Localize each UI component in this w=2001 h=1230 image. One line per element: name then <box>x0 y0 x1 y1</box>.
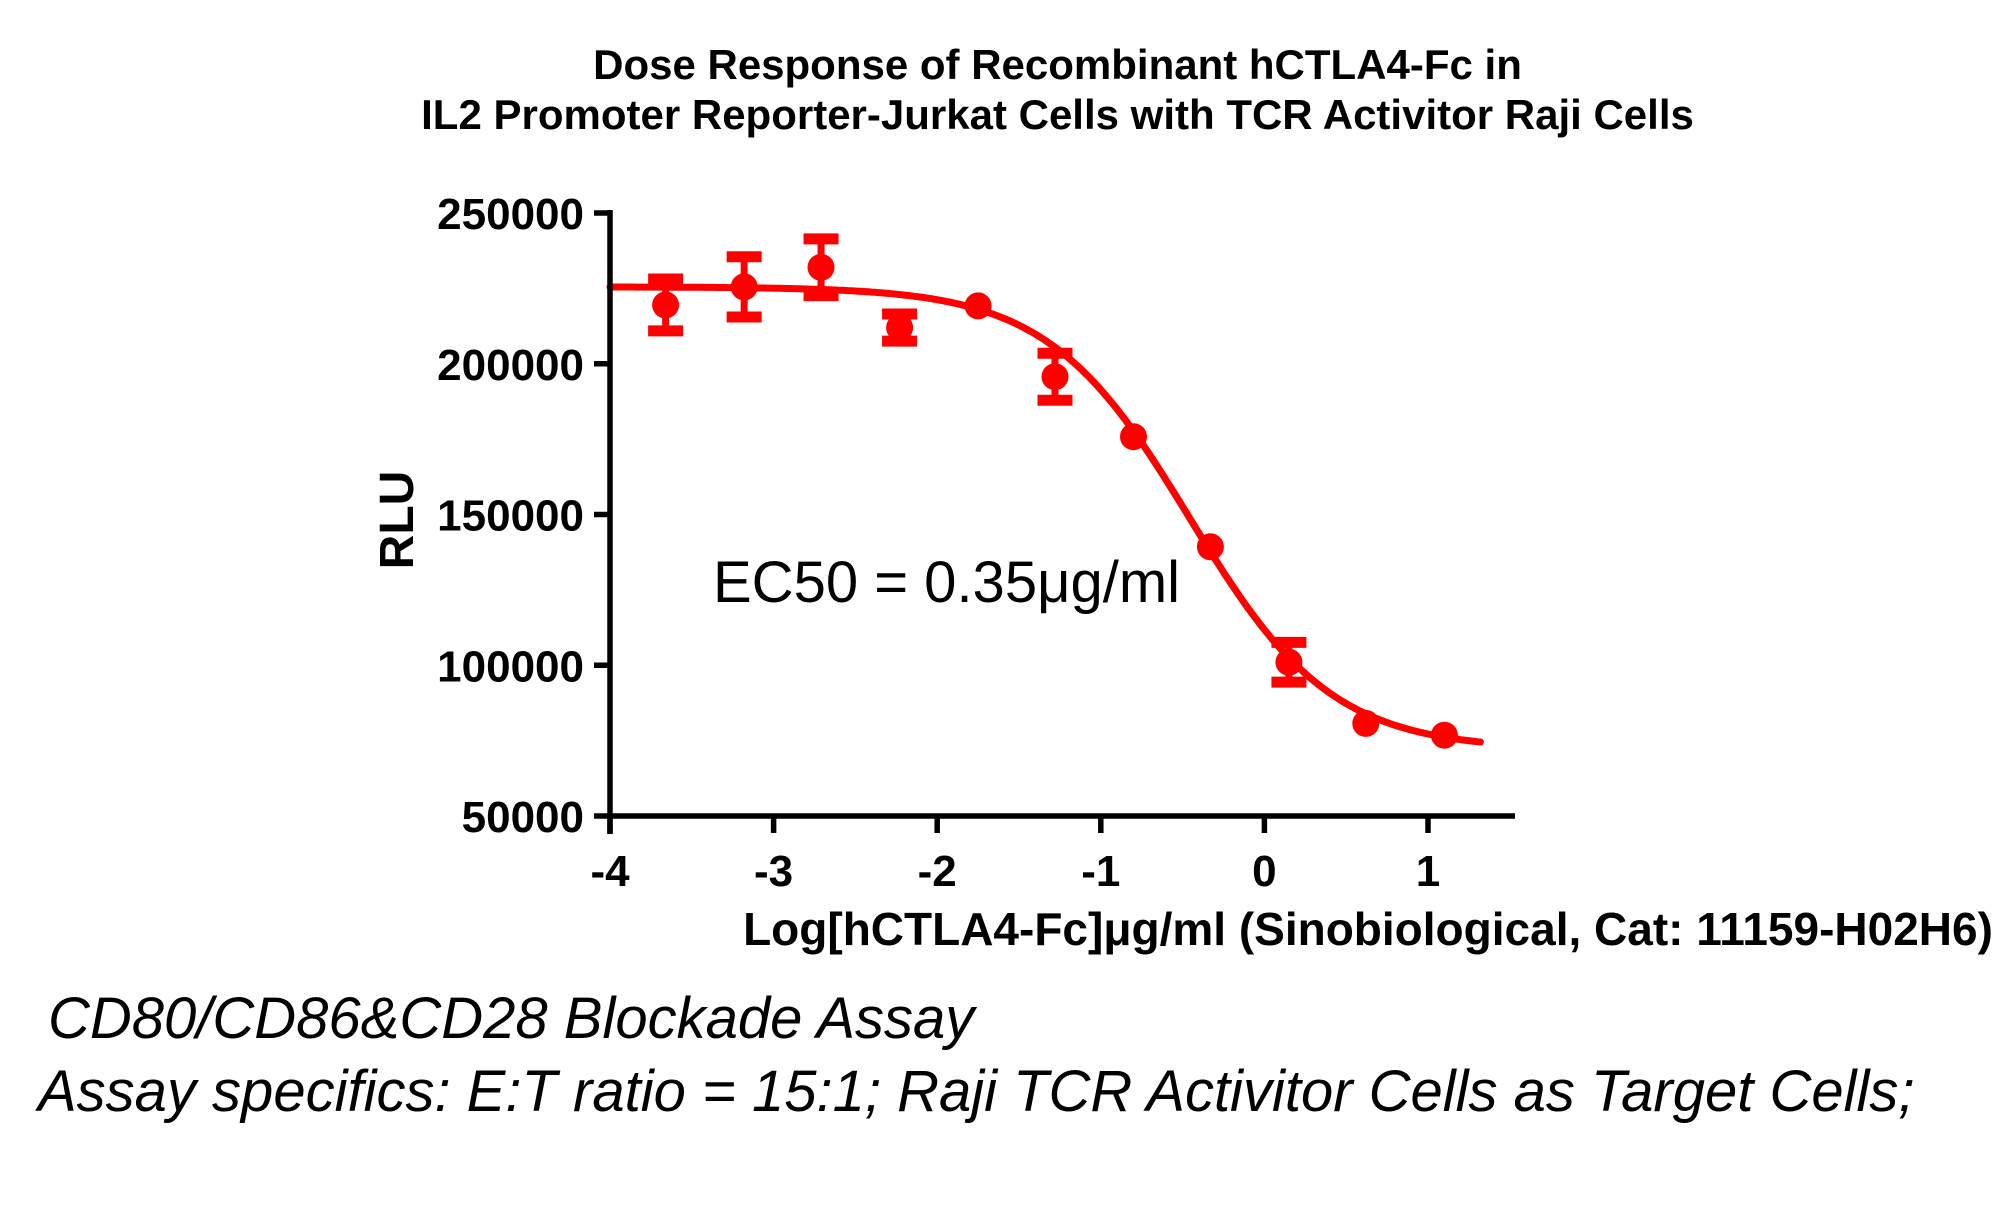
data-point-marker <box>1041 363 1069 391</box>
x-tick-label: -3 <box>754 847 793 896</box>
footer-assay-name: CD80/CD86&CD28 Blockade Assay <box>48 986 975 1051</box>
footer-assay-specifics: Assay specifics: E:T ratio = 15:1; Raji … <box>38 1059 1915 1124</box>
x-axis-title: Log[hCTLA4-Fc]μg/ml (Sinobiological, Cat… <box>743 903 1993 955</box>
y-tick-label: 50000 <box>462 793 584 842</box>
data-point-marker <box>807 253 835 281</box>
x-tick-label: 1 <box>1416 847 1440 896</box>
y-tick-label: 250000 <box>437 190 584 239</box>
x-tick-label: -1 <box>1081 847 1120 896</box>
x-tick-label: -2 <box>918 847 957 896</box>
tick-labels-group: 250000 200000 150000 100000 50000-4 -3 -2 -1 0 1 <box>437 190 1440 896</box>
data-point-marker <box>1275 648 1303 676</box>
y-axis-title: RLU <box>371 470 424 570</box>
chart-title-line2: IL2 Promoter Reporter-Jurkat Cells with … <box>421 91 1694 138</box>
axes-group <box>594 210 1515 834</box>
data-point-marker <box>1196 533 1224 561</box>
data-point-marker <box>730 273 758 301</box>
ec50-annotation: EC50 = 0.35μg/ml <box>713 550 1181 615</box>
data-point-marker <box>1120 423 1147 451</box>
y-tick-label: 150000 <box>437 492 584 541</box>
y-tick-label: 100000 <box>437 642 584 691</box>
data-points-group <box>652 253 1458 749</box>
chart-title-line1: Dose Response of Recombinant hCTLA4-Fc i… <box>593 41 1522 88</box>
x-tick-label: 0 <box>1252 847 1276 896</box>
x-tick-label: -4 <box>590 847 630 896</box>
data-point-marker <box>652 291 680 319</box>
data-point-marker <box>886 314 914 342</box>
y-tick-label: 200000 <box>437 341 584 390</box>
data-point-marker <box>1352 709 1380 737</box>
data-point-marker <box>1430 721 1458 749</box>
data-point-marker <box>964 292 992 320</box>
chart-title: Dose Response of Recombinant hCTLA4-Fc i… <box>57 40 2001 140</box>
